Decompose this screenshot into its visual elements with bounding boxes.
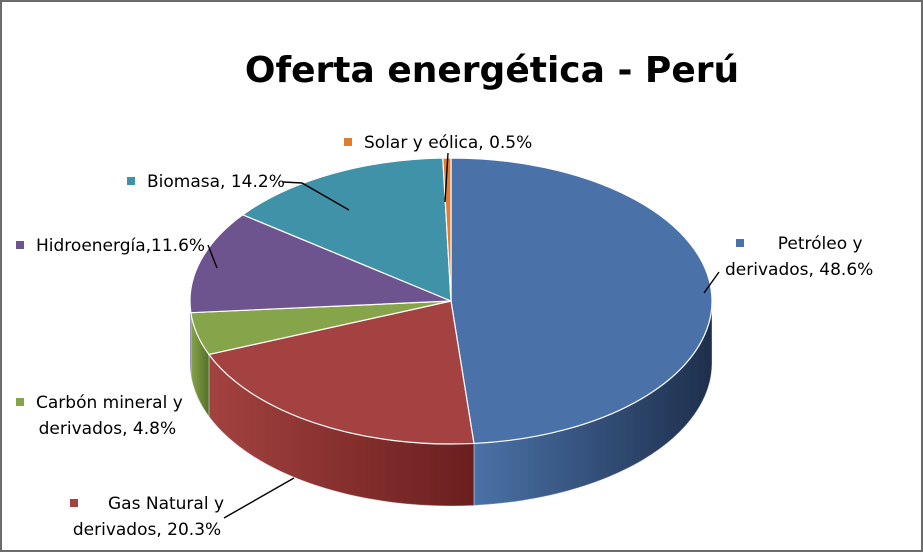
leader-biomasa xyxy=(282,181,350,211)
leader-petroleo xyxy=(703,271,720,294)
swatch-biomasa xyxy=(127,177,135,185)
label-carbon: Carbón mineral y derivados, 4.8% xyxy=(16,390,183,442)
slice-hidroenergia xyxy=(189,214,452,314)
swatch-gas-natural xyxy=(70,499,78,507)
slice-petroleo-y-derivados xyxy=(450,157,713,445)
chart-title: Oferta energética - Perú xyxy=(244,50,740,91)
label-solar: Solar y eólica, 0.5% xyxy=(344,130,532,156)
leader-hidroenergia xyxy=(207,244,218,269)
leader-gas-natural xyxy=(223,477,295,519)
swatch-hidroenergia xyxy=(16,241,24,249)
swatch-solar xyxy=(344,138,352,146)
slice-gas-natural-y-derivados xyxy=(207,300,475,445)
label-petroleo: Petróleo y derivados, 48.6% xyxy=(725,234,874,280)
label-biomasa: Biomasa, 14.2% xyxy=(127,169,285,195)
swatch-petroleo xyxy=(735,239,744,247)
slice-biomasa xyxy=(241,157,452,302)
leader-solar xyxy=(444,152,449,203)
swatch-carbon xyxy=(16,398,24,406)
label-hidroenergia: Hidroenergía,11.6% xyxy=(16,233,205,259)
label-gas-natural: Gas Natural y derivados, 20.3% xyxy=(70,491,224,543)
